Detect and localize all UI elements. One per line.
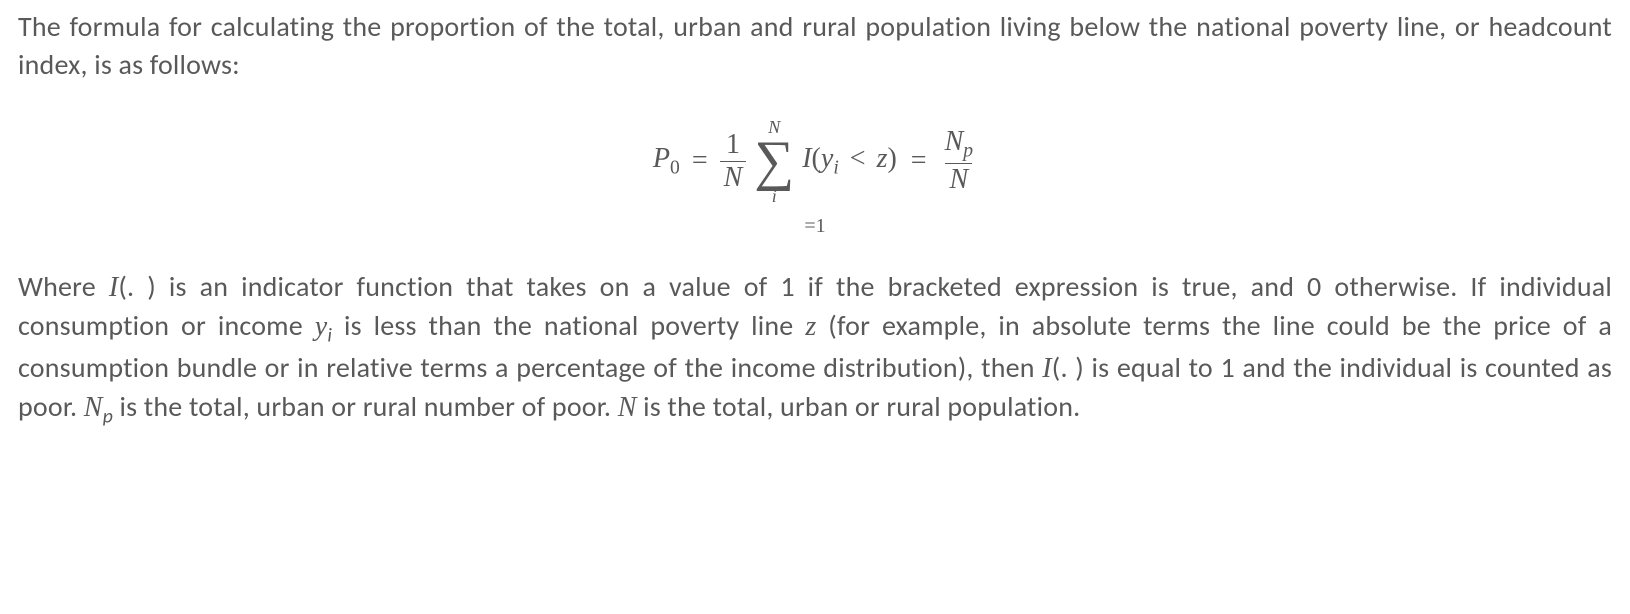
equals-2: = — [911, 145, 927, 177]
detached-lower-limit: =1 — [18, 215, 1612, 238]
explanation-paragraph: Where I(. ) is an indicator function tha… — [18, 268, 1612, 430]
one-over-N: 1 N — [720, 131, 747, 192]
summation: N ∑ i — [754, 118, 794, 206]
lhs-P: P0 — [653, 143, 680, 180]
headcount-formula: P0 = 1 N N ∑ i I(yi < z) = Np N — [18, 118, 1612, 206]
Np-over-N: Np N — [941, 128, 977, 194]
intro-paragraph: The formula for calculating the proporti… — [18, 8, 1612, 84]
equals-1: = — [692, 145, 708, 177]
indicator-term: I(yi < z) — [802, 143, 897, 180]
